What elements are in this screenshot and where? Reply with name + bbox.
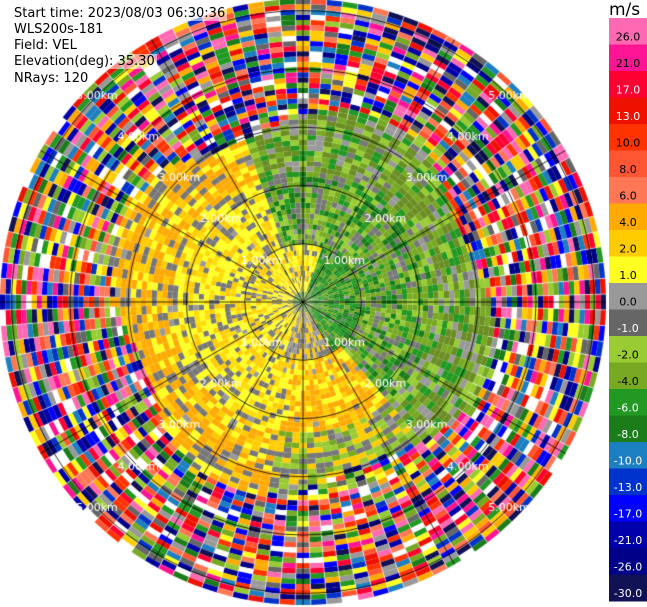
instrument-label: WLS200s-181 [12,22,106,37]
elevation-label: Elevation(deg): 35.30 [12,54,157,69]
colorbar-tick-label: -2.0 [617,349,638,362]
nrays-label: NRays: 120 [12,71,91,86]
colorbar-tick-label: 17.0 [616,84,641,97]
colorbar-segment [609,415,647,443]
colorbar-tick-label: -21.0 [614,534,642,547]
colorbar-tick-label: 8.0 [619,163,637,176]
colorbar-segment [609,283,647,310]
colorbar-segment [609,574,647,602]
colorbar-segment [609,548,647,575]
colorbar-tick-label: -4.0 [617,375,638,388]
colorbar-tick-label: -10.0 [614,455,642,468]
colorbar-tick-label: -13.0 [614,481,642,494]
start-time-label: Start time: 2023/08/03 06:30:36 [12,6,228,21]
colorbar-segment [609,124,647,151]
colorbar-segment [609,389,647,416]
colorbar-segment [609,442,647,469]
colorbar-segment [609,18,647,45]
colorbar-segment [609,256,647,284]
colorbar-segment [609,495,647,522]
colorbar-segment [609,468,647,496]
colorbar-segment [609,150,647,178]
colorbar-tick-label: -17.0 [614,508,642,521]
colorbar-segment [609,230,647,257]
colorbar-tick-label: -8.0 [617,428,638,441]
colorbar-tick-label: 1.0 [619,269,637,282]
colorbar-tick-label: 4.0 [619,216,637,229]
colorbar-segment [609,44,647,72]
colorbar-segment [609,203,647,231]
colorbar-tick-label: -1.0 [617,322,638,335]
colorbar-tick-label: 26.0 [616,31,641,44]
colorbar-unit-label: m/s [609,0,641,20]
colorbar-segment [609,97,647,125]
colorbar-tick-label: 13.0 [616,110,641,123]
colorbar-tick-label: 6.0 [619,190,637,203]
colorbar-tick-label: -26.0 [614,561,642,574]
colorbar-tick-label: 2.0 [619,243,637,256]
colorbar-tick-label: 10.0 [616,137,641,150]
colorbar: 26.0 21.0 17.0 13.0 10.0 8.0 6.0 4.0 2.0 1.0 0.0 -1… [609,18,647,602]
colorbar-segment [609,336,647,363]
colorbar-tick-label: 0.0 [619,296,637,309]
colorbar-segment [609,71,647,98]
colorbar-segment [609,177,647,204]
colorbar-segment [609,362,647,390]
colorbar-tick-label: 21.0 [616,57,641,70]
colorbar-segment [609,309,647,337]
field-label: Field: VEL [12,38,79,53]
colorbar-segment [609,521,647,549]
colorbar-tick-label: -30.0 [614,587,642,600]
colorbar-tick-label: -6.0 [617,402,638,415]
